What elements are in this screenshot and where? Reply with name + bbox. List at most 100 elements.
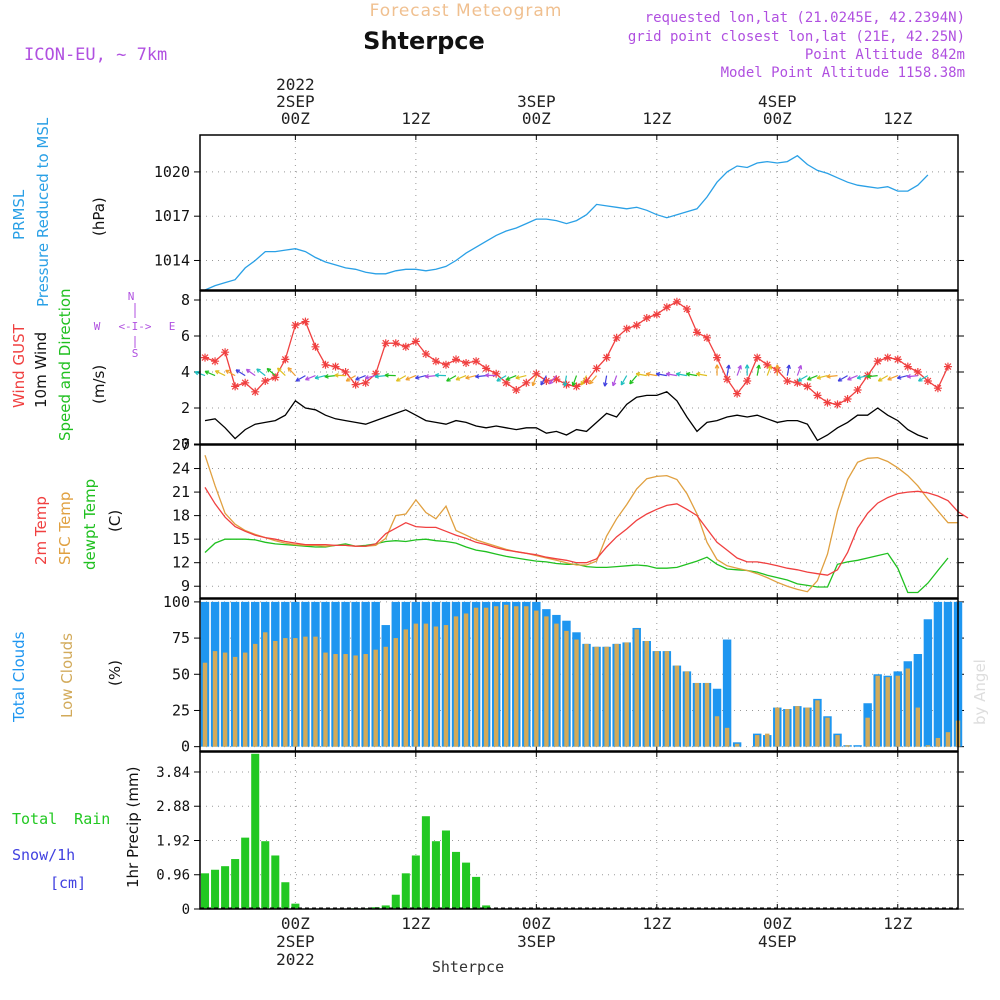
rain-bar (411, 855, 420, 909)
label-total-rain: Total Rain (12, 810, 110, 828)
gust-marker (903, 362, 912, 371)
low-cloud-bar (263, 632, 268, 747)
wind-arrow-head (345, 377, 351, 382)
wind-arrow-head (287, 367, 292, 372)
gust-marker (522, 378, 531, 387)
wind-direction-arrow (897, 375, 908, 379)
wind-arrow-head (635, 371, 641, 377)
label-percent: (%) (106, 660, 124, 686)
wind-arrow-head (629, 379, 634, 385)
rain-bar (241, 837, 250, 909)
label-snow: Snow/1h (12, 846, 75, 864)
clouds-panel: 0 25 50 75 100 (163, 593, 964, 756)
wind-direction-arrow (446, 375, 457, 382)
wind-direction-arrow (837, 375, 848, 382)
rain-bar (261, 841, 270, 909)
wind-direction-arrow (225, 369, 236, 377)
gust-marker (301, 317, 310, 326)
rain-bar (421, 816, 430, 909)
gust-marker (893, 355, 902, 364)
panel-frame (199, 598, 959, 752)
wind-direction-arrow (636, 373, 647, 377)
y-tick-label: 1.92 (156, 833, 190, 849)
wind-direction-arrow (766, 365, 772, 376)
wind-direction-arrow (726, 364, 730, 376)
wind-direction-arrow (866, 375, 878, 378)
low-cloud-bar (945, 732, 951, 747)
watermark: by Angel (971, 659, 989, 725)
rain-bar (441, 830, 450, 909)
total-cloud-bar (913, 654, 923, 747)
wind-arrow-head (256, 368, 261, 373)
low-cloud-bar (393, 638, 398, 747)
gust-marker (241, 378, 250, 387)
top-time-label: 00Z (522, 109, 551, 128)
label-snow-unit: [cm] (50, 874, 86, 892)
wind-arrow-head (225, 369, 230, 375)
low-cloud-bar (865, 717, 870, 747)
wind-direction-arrow (540, 375, 547, 386)
low-cloud-bar (765, 733, 770, 747)
low-cloud-bar (875, 675, 880, 747)
rain-bar (482, 905, 491, 909)
wind-arrow-head (611, 381, 617, 387)
wind-arrow-head (816, 375, 822, 380)
low-cloud-bar (403, 629, 409, 747)
wind-direction-arrow (666, 373, 677, 377)
gust-marker (502, 378, 511, 387)
low-cloud-bar (885, 677, 890, 747)
wind-direction-arrow (455, 375, 467, 381)
wind-arrow-head (887, 376, 892, 381)
wind-direction-arrow (736, 365, 742, 376)
rain-bar (271, 855, 280, 909)
wind-direction-arrow (786, 364, 790, 376)
top-time-label: 00Z (281, 109, 310, 128)
low-cloud-bar (905, 668, 911, 747)
top-time-label: 12Z (642, 109, 671, 128)
compass-arrow: <-I-> (118, 320, 151, 333)
y-tick-label: 0.96 (156, 868, 190, 884)
wind-direction-arrow (256, 368, 266, 377)
top-time-label: 12Z (883, 109, 912, 128)
gust-marker (512, 386, 521, 394)
wind-arrow-head (744, 364, 750, 369)
gust-marker (703, 333, 712, 342)
gust-marker (452, 355, 461, 364)
wind-arrow-head (455, 376, 461, 381)
gust-marker (652, 310, 661, 319)
wind-arrow-head (364, 375, 370, 380)
wind-direction-arrow (415, 375, 427, 379)
wind-direction-arrow (324, 375, 336, 378)
y-tick-label: 15 (172, 530, 190, 548)
rain-bar (221, 866, 230, 909)
wind-direction-arrow (305, 375, 316, 381)
info-gridpoint: grid point closest lon,lat (21E, 42.25N) (628, 29, 965, 45)
rain-bar (381, 905, 390, 909)
total-cloud-bar (853, 745, 862, 747)
label-ms: (m/s) (90, 365, 108, 404)
gust-marker (391, 339, 400, 348)
wind-arrow-head (314, 375, 320, 380)
temperature-panel: 9 12 15 18 21 24 27 (172, 436, 969, 599)
low-cloud-bar (594, 646, 599, 747)
low-cloud-bar (232, 656, 238, 747)
gust-marker (441, 360, 450, 369)
rain-bar (281, 882, 290, 909)
info-point-altitude: Point Altitude 842m (805, 47, 965, 63)
wind-arrow-head (737, 365, 742, 370)
gust-marker (462, 359, 471, 367)
low-cloud-bar (383, 646, 388, 747)
low-cloud-bar (895, 675, 900, 747)
rain-bar (251, 753, 260, 909)
gust-marker (943, 362, 952, 371)
gust-marker (913, 368, 922, 376)
gust-marker (371, 369, 380, 378)
wind-direction-arrow (629, 375, 638, 385)
gust-marker (883, 353, 892, 362)
low-cloud-bar (283, 638, 288, 747)
gust-marker (381, 339, 390, 348)
wind-arrow-head (540, 380, 545, 386)
top-time-label: 12Z (401, 109, 430, 128)
wind-direction-arrow (604, 375, 608, 387)
wind-arrow-head (726, 364, 731, 369)
